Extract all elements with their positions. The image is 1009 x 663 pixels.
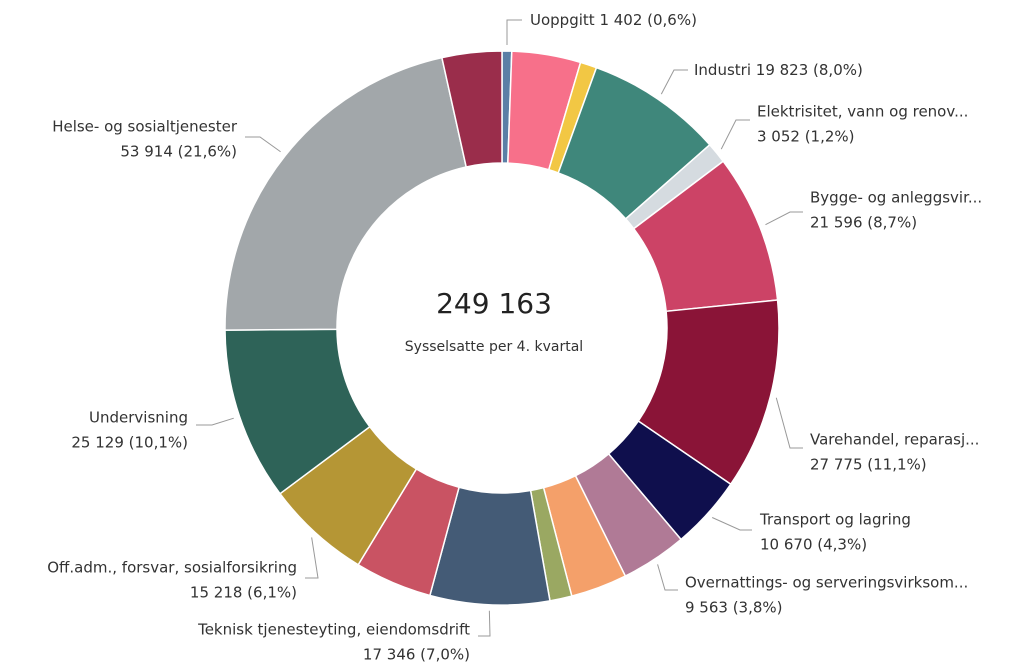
leader-line — [657, 564, 678, 591]
leader-line — [720, 119, 750, 150]
leader-line — [478, 610, 491, 637]
category-name: Uoppgitt — [530, 11, 595, 29]
value-label: 1 402 (0,6%) — [599, 11, 697, 29]
category-name: Overnattings- og serveringsvirksom... — [685, 574, 968, 592]
leader-line — [305, 537, 319, 579]
center-value: 249 163 — [436, 287, 552, 320]
leader-line — [196, 417, 234, 426]
category-name: Elektrisitet, vann og renov... — [757, 103, 968, 121]
category-name: Industri — [694, 61, 751, 79]
category-name: Transport og lagring — [759, 511, 911, 529]
category-name: Teknisk tjenesteyting, eiendomsdrift — [197, 621, 470, 639]
data-label: Uoppgitt 1 402 (0,6%) — [530, 11, 697, 29]
value-label: 10 670 (4,3%) — [760, 536, 867, 554]
donut-segment — [224, 56, 468, 331]
leader-line — [506, 19, 522, 46]
category-name: Helse- og sosialtjenester — [52, 118, 238, 136]
category-name: Undervisning — [89, 409, 188, 427]
data-label: Industri 19 823 (8,0%) — [694, 61, 863, 79]
value-label: 53 914 (21,6%) — [120, 143, 237, 161]
value-label: 9 563 (3,8%) — [685, 599, 783, 617]
value-label: 3 052 (1,2%) — [757, 128, 855, 146]
category-name: Off.adm., forsvar, sosialforsikring — [47, 559, 297, 577]
value-label: 21 596 (8,7%) — [810, 214, 917, 232]
value-label: 15 218 (6,1%) — [190, 584, 297, 602]
value-label: 19 823 (8,0%) — [756, 61, 863, 79]
category-name: Varehandel, reparasj... — [810, 431, 979, 449]
leader-line — [711, 517, 752, 531]
value-label: 25 129 (10,1%) — [71, 434, 188, 452]
leader-line — [660, 69, 688, 95]
category-name: Bygge- og anleggsvir... — [810, 189, 982, 207]
value-label: 27 775 (11,1%) — [810, 456, 927, 474]
leader-line — [765, 211, 803, 226]
value-label: 17 346 (7,0%) — [363, 646, 470, 663]
donut-segment — [440, 50, 503, 168]
leader-line — [775, 397, 803, 449]
center-label: Sysselsatte per 4. kvartal — [405, 339, 583, 355]
leader-line — [245, 136, 281, 153]
